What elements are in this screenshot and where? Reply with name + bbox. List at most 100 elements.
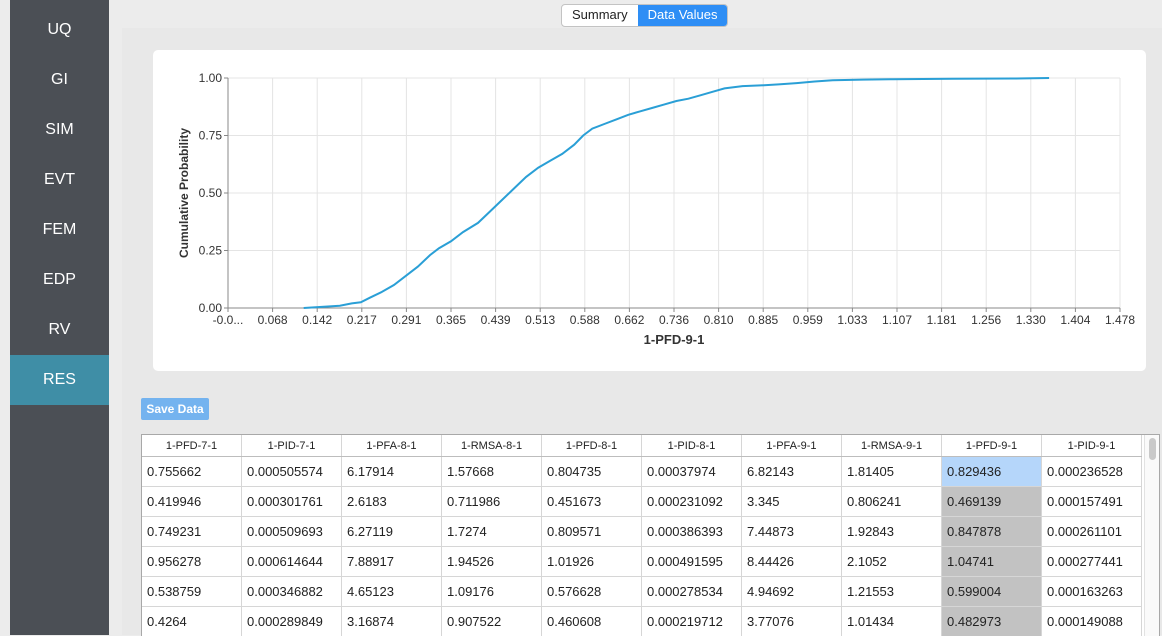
table-cell[interactable]: 2.6183	[342, 487, 442, 517]
sidebar: UQ GI SIM EVT FEM EDP RV RES	[10, 0, 109, 635]
table-cell[interactable]: 1.81405	[842, 457, 942, 487]
column-header[interactable]: 1-PID-9-1	[1042, 435, 1142, 457]
table-cell[interactable]: 0.749231	[142, 517, 242, 547]
sidebar-item-sim[interactable]: SIM	[10, 105, 109, 155]
sidebar-item-evt[interactable]: EVT	[10, 155, 109, 205]
column-header[interactable]: 1-PFD-8-1	[542, 435, 642, 457]
table-cell[interactable]: 0.000491595	[642, 547, 742, 577]
table-cell[interactable]: 6.82143	[742, 457, 842, 487]
table-cell[interactable]: 1.92843	[842, 517, 942, 547]
column-header[interactable]: 1-RMSA-9-1	[842, 435, 942, 457]
table-cell[interactable]: 0.907522	[442, 607, 542, 636]
sidebar-item-edp[interactable]: EDP	[10, 255, 109, 305]
table-cell[interactable]: 0.000219712	[642, 607, 742, 636]
sidebar-item-rv[interactable]: RV	[10, 305, 109, 355]
table-cell[interactable]: 4.65123	[342, 577, 442, 607]
table-cell[interactable]: 1.21553	[842, 577, 942, 607]
table-cell[interactable]: 0.000346882	[242, 577, 342, 607]
table-cell[interactable]: 0.956278	[142, 547, 242, 577]
table-cell[interactable]: 1.04741	[942, 547, 1042, 577]
table-cell[interactable]: 3.345	[742, 487, 842, 517]
table-cell[interactable]: 0.000277441	[1042, 547, 1142, 577]
table-cell[interactable]: 7.88917	[342, 547, 442, 577]
sidebar-item-uq[interactable]: UQ	[10, 5, 109, 55]
sidebar-item-gi[interactable]: GI	[10, 55, 109, 105]
table-cell[interactable]: 0.000149088	[1042, 607, 1142, 636]
x-tick-label: 0.217	[347, 313, 377, 327]
table-cell[interactable]: 0.000278534	[642, 577, 742, 607]
table-cell[interactable]: 0.755662	[142, 457, 242, 487]
table-cell[interactable]: 7.44873	[742, 517, 842, 547]
table-cell[interactable]: 0.000614644	[242, 547, 342, 577]
table-cell[interactable]: 0.000505574	[242, 457, 342, 487]
table-cell[interactable]: 0.4264	[142, 607, 242, 636]
table-cell[interactable]: 0.000236528	[1042, 457, 1142, 487]
sidebar-item-res[interactable]: RES	[10, 355, 109, 405]
sidebar-item-fem[interactable]: FEM	[10, 205, 109, 255]
table-cell[interactable]: 0.460608	[542, 607, 642, 636]
scrollbar-thumb[interactable]	[1149, 438, 1156, 460]
table-cell[interactable]: 1.94526	[442, 547, 542, 577]
table-cell[interactable]: 0.000386393	[642, 517, 742, 547]
table-cell[interactable]: 1.09176	[442, 577, 542, 607]
x-tick-label: -0.0...	[213, 313, 244, 327]
column-header[interactable]: 1-PFD-7-1	[142, 435, 242, 457]
table-cell[interactable]: 0.469139	[942, 487, 1042, 517]
table-cell[interactable]: 0.000261101	[1042, 517, 1142, 547]
table-cell[interactable]: 1.7274	[442, 517, 542, 547]
table-cell[interactable]: 0.451673	[542, 487, 642, 517]
table-cell[interactable]: 0.482973	[942, 607, 1042, 636]
table-cell[interactable]: 3.16874	[342, 607, 442, 636]
table-cell[interactable]: 4.94692	[742, 577, 842, 607]
table-cell[interactable]: 0.000509693	[242, 517, 342, 547]
table-cell[interactable]: 0.806241	[842, 487, 942, 517]
table-cell[interactable]: 0.829436	[942, 457, 1042, 487]
table-cell[interactable]: 0.538759	[142, 577, 242, 607]
x-tick-label: 0.513	[525, 313, 555, 327]
table-cell[interactable]: 0.809571	[542, 517, 642, 547]
table-cell[interactable]: 0.711986	[442, 487, 542, 517]
table-cell[interactable]: 0.00037974	[642, 457, 742, 487]
y-tick-label: 0.25	[199, 244, 223, 258]
column-header[interactable]: 1-PFA-9-1	[742, 435, 842, 457]
x-tick-label: 0.068	[258, 313, 288, 327]
table-cell[interactable]: 0.804735	[542, 457, 642, 487]
table-cell[interactable]: 0.000157491	[1042, 487, 1142, 517]
table-cell[interactable]: 3.77076	[742, 607, 842, 636]
table-cell[interactable]: 1.01926	[542, 547, 642, 577]
table-cell[interactable]: 8.44426	[742, 547, 842, 577]
table-cell[interactable]: 0.599004	[942, 577, 1042, 607]
scrollbar-track[interactable]	[1144, 435, 1159, 636]
column-header[interactable]: 1-RMSA-8-1	[442, 435, 542, 457]
table-cell[interactable]: 0.000231092	[642, 487, 742, 517]
table-cell[interactable]: 6.17914	[342, 457, 442, 487]
table-cell[interactable]: 1.57668	[442, 457, 542, 487]
table-cell[interactable]: 0.847878	[942, 517, 1042, 547]
table-cell[interactable]: 0.000301761	[242, 487, 342, 517]
x-tick-label: 0.142	[302, 313, 332, 327]
table-cell[interactable]: 2.1052	[842, 547, 942, 577]
column-header[interactable]: 1-PFD-9-1	[942, 435, 1042, 457]
tab-data-values[interactable]: Data Values	[638, 5, 728, 26]
table-cell[interactable]: 1.01434	[842, 607, 942, 636]
save-data-button[interactable]: Save Data	[141, 398, 209, 420]
table-cell[interactable]: 0.576628	[542, 577, 642, 607]
tab-summary[interactable]: Summary	[562, 5, 638, 26]
x-tick-label: 1.330	[1016, 313, 1046, 327]
table-cell[interactable]: 0.419946	[142, 487, 242, 517]
column-header[interactable]: 1-PFA-8-1	[342, 435, 442, 457]
x-tick-label: 0.588	[570, 313, 600, 327]
table-cell[interactable]: 0.000289849	[242, 607, 342, 636]
x-tick-label: 0.810	[704, 313, 734, 327]
column-header[interactable]: 1-PID-7-1	[242, 435, 342, 457]
table-cell[interactable]: 6.27119	[342, 517, 442, 547]
y-tick-label: 1.00	[199, 71, 223, 85]
table-cell[interactable]: 0.000163263	[1042, 577, 1142, 607]
column-header[interactable]: 1-PID-8-1	[642, 435, 742, 457]
